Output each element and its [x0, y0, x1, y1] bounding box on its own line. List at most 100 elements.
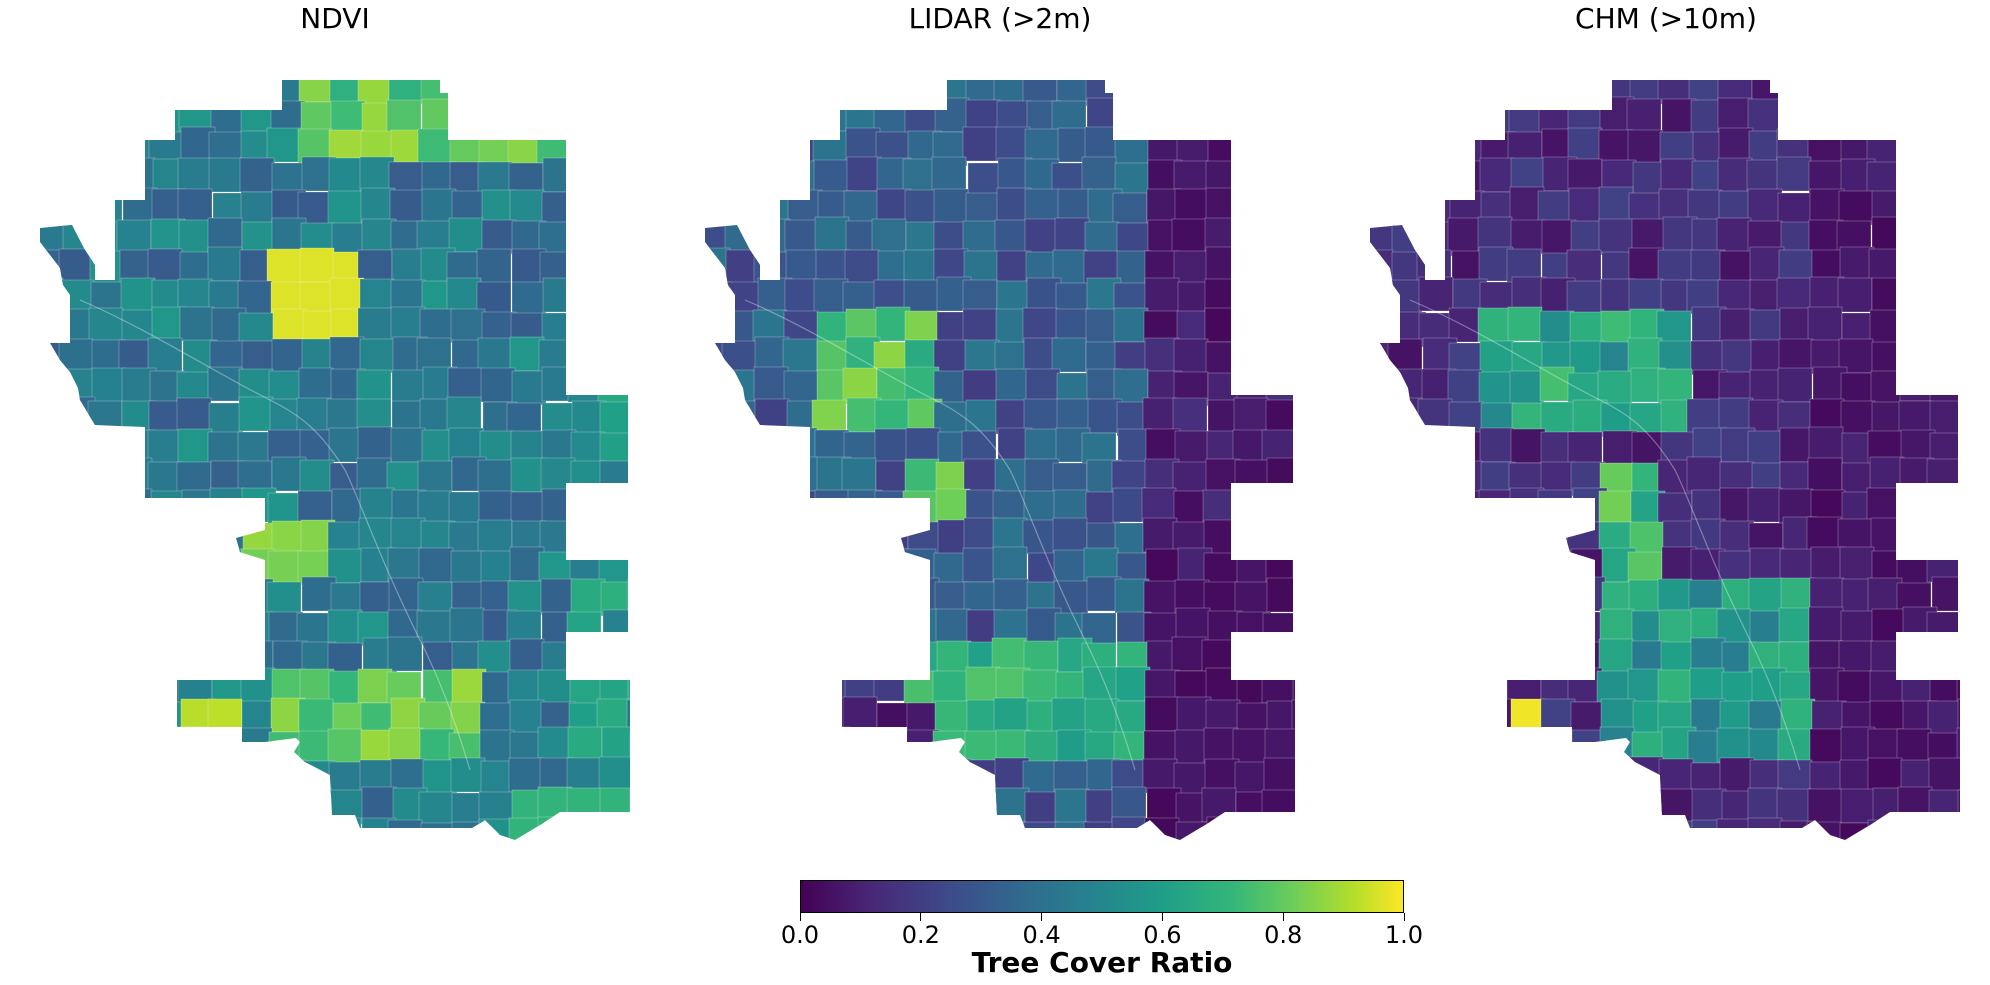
community-cell [1540, 609, 1576, 645]
community-cell [478, 490, 514, 526]
community-cell [60, 702, 96, 738]
community-cell [86, 701, 122, 737]
community-cell [329, 277, 365, 313]
community-cell [1509, 759, 1545, 795]
community-cell [210, 641, 246, 677]
community-cell [570, 431, 606, 467]
community-cell [1511, 276, 1547, 312]
community-cell [1478, 641, 1514, 677]
community-cell [996, 250, 1032, 286]
community-cell [1838, 190, 1874, 226]
community-cell [873, 521, 909, 557]
community-cell [1481, 608, 1517, 644]
community-cell [240, 97, 276, 133]
community-cell [725, 157, 761, 193]
community-cell [61, 522, 97, 558]
community-cell [92, 820, 128, 840]
community-cell [1391, 730, 1427, 766]
community-cell [1599, 726, 1635, 762]
community-cell [1567, 759, 1603, 795]
community-cell [330, 100, 366, 136]
community-cell [509, 638, 545, 674]
community-cell [1931, 576, 1960, 612]
community-cell [1899, 366, 1935, 402]
community-cell [1387, 489, 1423, 525]
community-cell [1418, 550, 1454, 586]
community-cell [1417, 398, 1453, 434]
community-cell [1112, 487, 1148, 523]
community-cell [510, 80, 546, 104]
community-cell [92, 456, 128, 492]
community-cell [510, 99, 546, 135]
community-cell [40, 638, 65, 674]
community-cell [633, 759, 667, 793]
community-cell [1657, 669, 1693, 705]
community-cell [180, 80, 216, 102]
community-cell [540, 578, 576, 614]
community-cell [89, 97, 125, 133]
panel-title-lidar: LIDAR (>2m) [908, 2, 1092, 35]
community-cell [208, 157, 244, 193]
community-cell [627, 671, 630, 707]
community-cell [1387, 640, 1423, 676]
community-cell [450, 308, 486, 344]
community-cell [1205, 667, 1241, 703]
community-cell [566, 757, 602, 793]
community-cell [1236, 638, 1272, 674]
community-cell [1296, 219, 1330, 253]
community-cell [1807, 788, 1843, 824]
community-cell [1051, 697, 1087, 733]
community-cell [299, 668, 335, 704]
community-cell [599, 460, 630, 496]
community-cell [846, 156, 882, 192]
community-cell [88, 521, 124, 557]
community-cell [40, 518, 66, 554]
community-cell [1809, 188, 1845, 224]
community-cell [1264, 728, 1295, 764]
community-cell [1115, 666, 1151, 702]
community-cell [963, 458, 999, 494]
community-cell [1837, 670, 1873, 706]
community-cell [1451, 609, 1487, 645]
community-cell [628, 821, 630, 840]
community-cell [1961, 578, 1990, 612]
community-cell [1957, 698, 1960, 734]
community-cell [601, 726, 630, 762]
community-cell [40, 458, 66, 494]
community-cell [152, 637, 188, 673]
community-cell [599, 787, 630, 823]
community-cell [726, 577, 762, 613]
community-cell [963, 517, 999, 553]
community-cell [1927, 189, 1960, 225]
community-cell [207, 821, 243, 840]
community-cell [1902, 818, 1938, 840]
community-cell [1956, 667, 1960, 703]
community-cell [209, 487, 245, 523]
community-cell [208, 762, 244, 798]
community-cell [632, 282, 666, 316]
community-cell [1449, 789, 1485, 825]
community-cell [479, 729, 515, 765]
community-cell [178, 522, 214, 558]
community-cell [935, 608, 971, 644]
community-cells [40, 80, 667, 840]
community-cell [753, 366, 789, 402]
community-cell [538, 101, 574, 137]
community-cell [40, 218, 65, 254]
community-cell [1779, 80, 1815, 103]
community-cell [629, 191, 630, 227]
community-cell [1231, 130, 1267, 166]
community-cell [1419, 128, 1455, 164]
community-cell [1537, 516, 1573, 552]
community-cell [1370, 548, 1396, 584]
community-cell [1056, 398, 1092, 434]
community-cell [812, 80, 848, 105]
community-cell [1598, 186, 1634, 222]
community-cell [1448, 668, 1484, 704]
community-cell [875, 610, 911, 646]
community-cell [1417, 462, 1453, 498]
community-cell [1370, 762, 1398, 798]
community-cell [117, 488, 153, 524]
community-cell [755, 427, 791, 463]
community-cell [962, 547, 998, 583]
